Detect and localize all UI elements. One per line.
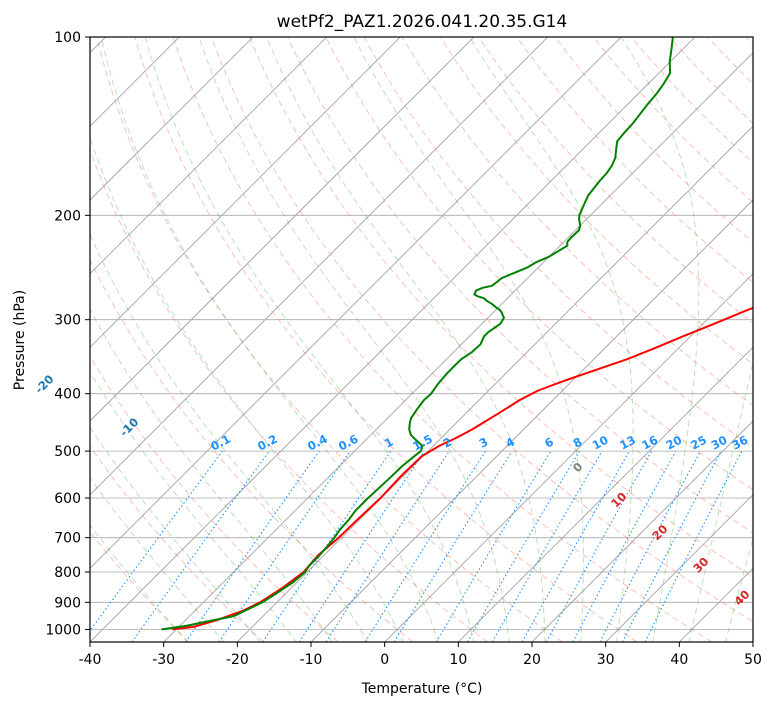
x-tick-label: -20	[226, 652, 249, 668]
y-tick-label: 500	[54, 444, 81, 460]
x-tick-label: -40	[79, 652, 102, 668]
x-axis-label: Temperature (°C)	[361, 681, 483, 697]
y-tick-label: 600	[54, 491, 81, 507]
y-tick-label: 400	[54, 387, 81, 403]
x-tick-label: 10	[449, 652, 467, 668]
y-tick-label: 200	[54, 208, 81, 224]
y-tick-label: 900	[54, 595, 81, 611]
x-tick-label: 50	[744, 652, 762, 668]
y-tick-label: 800	[54, 565, 81, 581]
y-tick-label: 300	[54, 313, 81, 329]
y-tick-label: 700	[54, 531, 81, 547]
x-tick-label: 20	[523, 652, 541, 668]
x-tick-label: 30	[597, 652, 615, 668]
x-tick-label: -30	[152, 652, 175, 668]
chart-title: wetPf2_PAZ1.2026.041.20.35.G14	[277, 12, 568, 32]
x-tick-label: -10	[300, 652, 323, 668]
x-tick-label: 0	[380, 652, 389, 668]
y-axis-label: Pressure (hPa)	[12, 290, 28, 390]
x-tick-label: 40	[670, 652, 688, 668]
y-tick-label: 100	[54, 30, 81, 46]
y-tick-label: 1000	[45, 622, 81, 638]
